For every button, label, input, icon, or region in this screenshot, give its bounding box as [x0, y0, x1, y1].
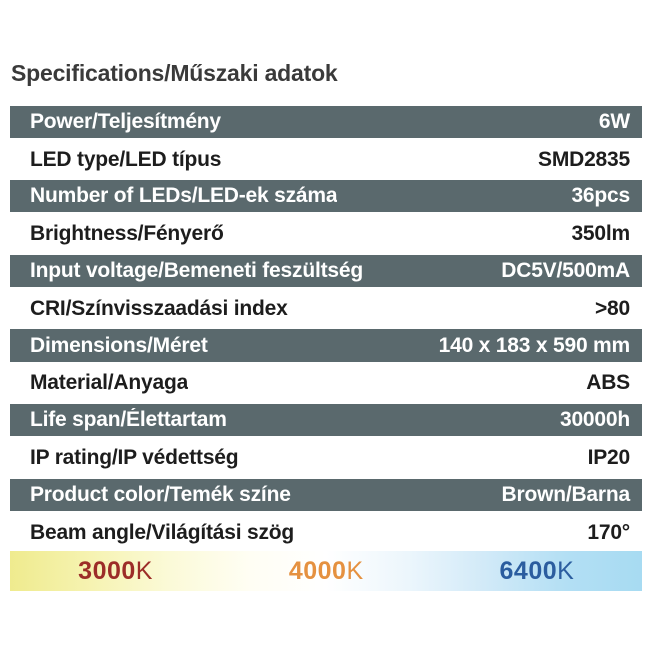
table-row: Brightness/Fényerő 350lm — [10, 215, 642, 253]
color-temperature-item: 6400K — [431, 551, 642, 591]
spec-value: ABS — [586, 371, 630, 395]
table-row: LED type/LED típus SMD2835 — [10, 140, 642, 179]
table-row: Life span/Élettartam 30000h — [10, 401, 642, 440]
spec-label: Material/Anyaga — [30, 371, 189, 395]
spec-label: Product color/Temék színe — [30, 482, 291, 506]
table-row: Product color/Temék színe Brown/Barna — [10, 476, 642, 514]
spec-label: Brightness/Fényerő — [30, 222, 224, 246]
spec-value: SMD2835 — [538, 147, 630, 171]
table-row: Power/Teljesítmény 6W — [10, 103, 642, 141]
temperature-value: 3000 — [78, 557, 136, 586]
spec-label: Power/Teljesítmény — [30, 109, 221, 133]
spec-label: IP rating/IP védettség — [30, 445, 239, 469]
color-temperature-bar: 3000K 4000K 6400K — [10, 551, 642, 592]
table-row: Beam angle/Világítási szög 170° — [10, 513, 642, 552]
spec-value: 140 x 183 x 590 mm — [438, 333, 631, 357]
spec-label: Number of LEDs/LED-ek száma — [30, 184, 338, 208]
table-row: Material/Anyaga ABS — [10, 364, 642, 402]
table-row: Number of LEDs/LED-ek száma 36pcs — [10, 178, 642, 216]
spec-value: DC5V/500mA — [501, 258, 630, 282]
table-row: Input voltage/Bemeneti feszültség DC5V/5… — [10, 252, 642, 291]
color-temperature-item: 4000K — [221, 551, 432, 591]
spec-label: Life span/Élettartam — [30, 408, 227, 432]
color-temperature-item: 3000K — [10, 551, 221, 591]
temperature-unit: K — [346, 557, 364, 586]
specifications-table: Power/Teljesítmény 6W LED type/LED típus… — [10, 103, 642, 552]
spec-label: CRI/Színvisszaadási index — [30, 296, 288, 320]
table-row: CRI/Színvisszaadási index >80 — [10, 290, 642, 328]
spec-value: 30000h — [559, 408, 630, 432]
spec-sheet-page: Specifications/Műszaki adatok Power/Telj… — [0, 60, 650, 650]
page-title: Specifications/Műszaki adatok — [11, 60, 338, 86]
spec-value: >80 — [594, 296, 630, 320]
spec-label: LED type/LED típus — [30, 147, 222, 171]
table-row: IP rating/IP védettség IP20 — [10, 439, 642, 477]
temperature-unit: K — [557, 557, 574, 586]
spec-value: IP20 — [587, 445, 631, 469]
spec-value: 36pcs — [571, 184, 630, 208]
spec-value: 170° — [587, 520, 630, 544]
table-row: Dimensions/Méret 140 x 183 x 590 mm — [10, 327, 642, 365]
spec-value: 350lm — [571, 222, 630, 246]
temperature-unit: K — [135, 557, 153, 586]
spec-value: 6W — [598, 109, 630, 133]
temperature-value: 6400 — [499, 557, 558, 586]
temperature-value: 4000 — [288, 557, 347, 586]
spec-label: Beam angle/Világítási szög — [30, 520, 295, 544]
spec-label: Input voltage/Bemeneti feszültség — [30, 258, 363, 282]
spec-value: Brown/Barna — [501, 482, 631, 506]
spec-label: Dimensions/Méret — [30, 333, 208, 357]
